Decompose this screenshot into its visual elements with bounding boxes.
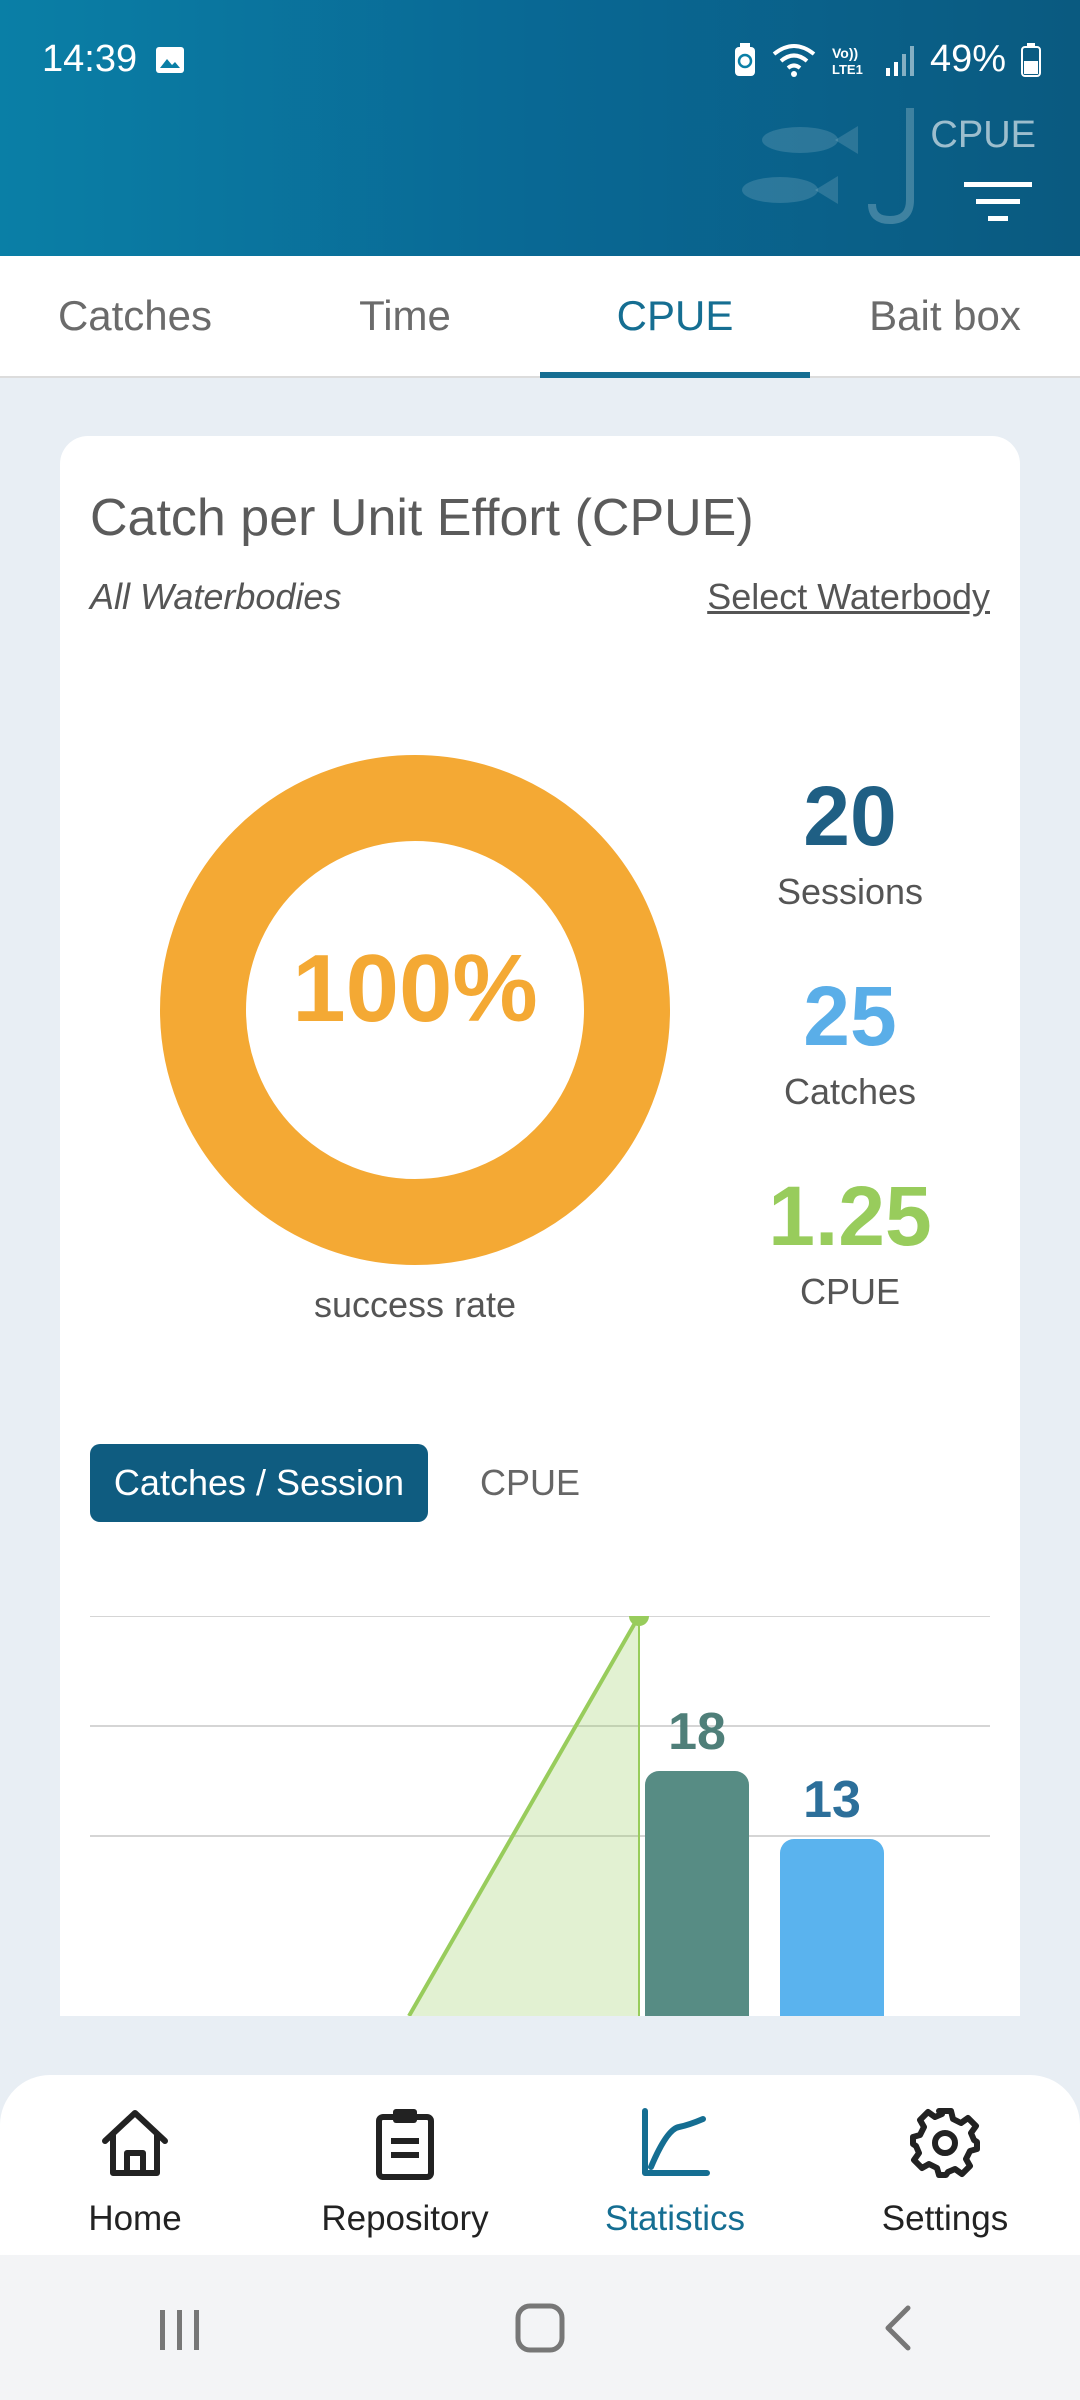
- system-nav-bar: [0, 2255, 1080, 2400]
- back-icon[interactable]: [860, 2288, 940, 2368]
- tab-cpue[interactable]: CPUE: [540, 256, 810, 378]
- catches-per-session-toggle[interactable]: Catches / Session: [90, 1444, 428, 1522]
- chart-bar-label: 18: [668, 1703, 726, 1761]
- catches-label: Catches: [783, 1071, 917, 1112]
- nav-statistics-label: Statistics: [604, 2199, 746, 2238]
- bottom-navigation: Home Repository Statistics Settings: [0, 2075, 1080, 2255]
- nav-home-label: Home: [88, 2199, 182, 2238]
- select-waterbody-link[interactable]: Select Waterbody: [707, 576, 990, 617]
- gallery-icon: [156, 47, 184, 73]
- success-rate-value: 100%: [292, 935, 538, 1042]
- stat-sessions: 20 Sessions: [720, 768, 980, 913]
- wifi-icon: [772, 43, 816, 77]
- tab-time[interactable]: Time: [359, 292, 451, 339]
- fish-hook-logo-icon: [742, 108, 914, 225]
- recent-apps-icon[interactable]: [140, 2288, 220, 2368]
- cpue-toggle[interactable]: CPUE: [480, 1462, 581, 1503]
- clipboard-icon: [376, 2109, 434, 2180]
- signal-icon: [885, 45, 914, 76]
- status-bar: 14:39 Vo)) LTE1: [0, 0, 1080, 120]
- app-header: 14:39 Vo)) LTE1: [0, 0, 1080, 256]
- chart-area-line: [407, 1616, 641, 2016]
- svg-text:LTE1: LTE1: [832, 62, 863, 77]
- chart-line-icon: [642, 2108, 710, 2176]
- sessions-label: Sessions: [776, 871, 924, 912]
- nav-settings[interactable]: Settings: [810, 2075, 1080, 2255]
- chart-bar: [645, 1771, 749, 2016]
- battery-saver-icon: [734, 42, 755, 76]
- chart-point: [629, 1616, 649, 1626]
- sessions-count: 20: [803, 769, 897, 863]
- tab-bait-box[interactable]: Bait box: [869, 292, 1021, 339]
- status-time: 14:39: [42, 38, 138, 80]
- nav-statistics[interactable]: Statistics: [540, 2075, 810, 2255]
- tab-bar: Catches Time CPUE Bait box: [0, 256, 1080, 378]
- nav-repository-label: Repository: [321, 2199, 489, 2238]
- stat-cpue: 1.25 CPUE: [720, 1168, 980, 1313]
- filter-icon[interactable]: [964, 180, 1032, 224]
- chart-bar-label: 13: [803, 1771, 861, 1829]
- success-rate-donut: [160, 755, 670, 1265]
- home-button-icon[interactable]: [500, 2288, 580, 2368]
- cpue-value: 1.25: [768, 1169, 932, 1263]
- battery-icon: [1021, 42, 1041, 77]
- cpue-label: CPUE: [799, 1271, 901, 1312]
- stat-catches: 25 Catches: [720, 968, 980, 1113]
- waterbody-scope: All Waterbodies: [90, 576, 342, 617]
- cpue-card: Catch per Unit Effort (CPUE) All Waterbo…: [60, 436, 1020, 2016]
- card-title: Catch per Unit Effort (CPUE): [90, 489, 754, 547]
- battery-percent: 49%: [929, 38, 1006, 80]
- nav-settings-label: Settings: [881, 2199, 1009, 2238]
- volte-icon: Vo)) LTE1: [832, 45, 863, 77]
- nav-home[interactable]: Home: [0, 2075, 270, 2255]
- header-title: CPUE: [930, 114, 1036, 156]
- gear-icon: [910, 2108, 980, 2178]
- catches-count: 25: [803, 969, 897, 1063]
- chart-bar: [780, 1839, 884, 2016]
- home-icon: [102, 2110, 168, 2176]
- svg-text:Vo)): Vo)): [832, 45, 858, 61]
- tab-catches[interactable]: Catches: [57, 292, 213, 339]
- nav-repository[interactable]: Repository: [270, 2075, 540, 2255]
- status-right-icons: Vo)) LTE1 49%: [732, 38, 1042, 81]
- success-rate-label: success rate: [313, 1284, 517, 1325]
